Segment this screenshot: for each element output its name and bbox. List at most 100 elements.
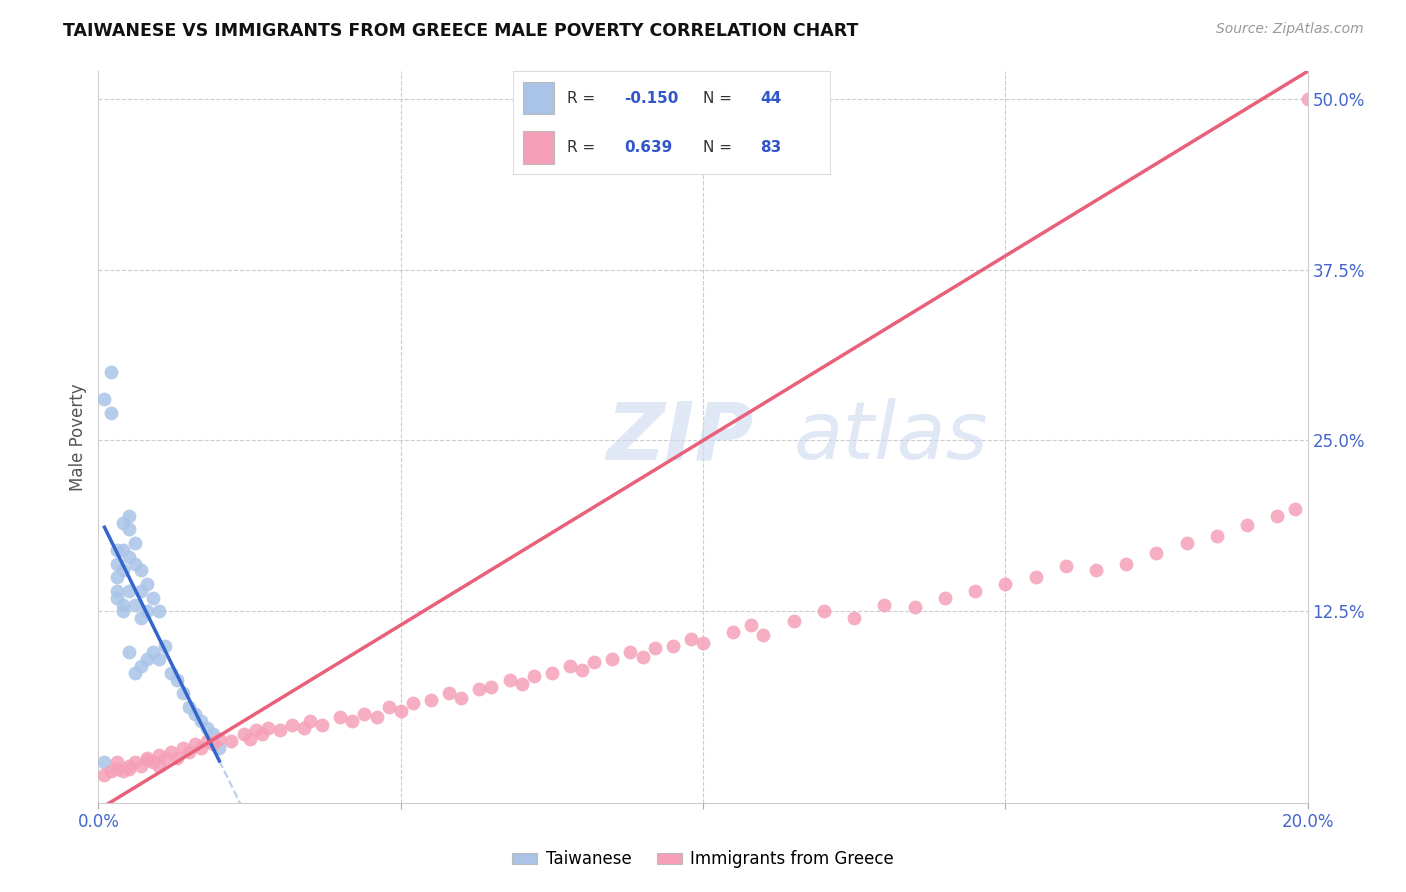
Point (172, 741, 194, 756)
Point (118, 759, 141, 773)
Point (100, 406, 122, 420)
Point (208, 731, 231, 746)
Text: ZIP: ZIP (606, 398, 754, 476)
Point (105, 591, 128, 605)
Point (1206, 529, 1229, 543)
Point (602, 652, 624, 666)
Text: atlas: atlas (793, 398, 988, 476)
Point (124, 536, 146, 550)
Point (153, 750, 176, 764)
Point (148, 652, 170, 666)
Point (111, 542, 134, 557)
Point (250, 727, 273, 741)
Point (583, 655, 606, 669)
Point (934, 591, 956, 605)
Point (124, 557, 146, 571)
Point (100, 764, 122, 779)
Legend: Taiwanese, Immigrants from Greece: Taiwanese, Immigrants from Greece (506, 844, 900, 875)
Point (292, 721, 315, 735)
Point (111, 563, 134, 577)
Point (740, 618, 762, 632)
Point (160, 745, 183, 759)
Point (184, 737, 207, 751)
Point (221, 734, 243, 748)
Point (256, 721, 278, 735)
Point (232, 727, 254, 741)
FancyBboxPatch shape (523, 131, 554, 163)
Point (844, 611, 866, 625)
Point (619, 645, 641, 659)
Point (679, 632, 702, 646)
Point (1175, 536, 1198, 550)
Point (129, 563, 152, 577)
Point (1115, 557, 1137, 571)
Point (994, 577, 1017, 591)
Point (692, 636, 714, 650)
Point (93, 392, 115, 407)
Point (299, 714, 322, 728)
Point (311, 718, 333, 732)
Point (105, 557, 128, 571)
Point (111, 764, 134, 779)
Point (135, 577, 157, 591)
Point (118, 522, 141, 536)
Point (160, 665, 183, 680)
Point (468, 682, 491, 697)
Y-axis label: Male Poverty: Male Poverty (69, 384, 87, 491)
Point (1284, 501, 1306, 516)
Point (179, 700, 201, 714)
Point (179, 745, 201, 759)
Point (118, 583, 141, 598)
Point (208, 741, 231, 756)
Point (142, 755, 165, 769)
Point (135, 604, 157, 618)
Point (558, 659, 581, 673)
Point (100, 365, 122, 379)
Point (118, 549, 141, 564)
Point (118, 762, 141, 776)
Point (661, 639, 683, 653)
Point (202, 737, 225, 751)
Point (129, 583, 152, 598)
Text: Source: ZipAtlas.com: Source: ZipAtlas.com (1216, 22, 1364, 37)
Point (1236, 518, 1258, 533)
Point (389, 704, 412, 718)
Point (481, 680, 503, 694)
Point (342, 714, 364, 728)
Point (450, 690, 472, 705)
Point (1054, 559, 1077, 574)
Point (437, 686, 460, 700)
Point (1144, 546, 1167, 560)
Point (195, 734, 218, 748)
Point (118, 645, 141, 659)
Text: N =: N = (703, 140, 737, 155)
Point (142, 645, 165, 659)
Point (723, 624, 745, 639)
Point (540, 665, 562, 680)
Point (1024, 570, 1046, 584)
Point (813, 604, 835, 618)
Point (135, 652, 157, 666)
Text: R =: R = (567, 90, 600, 105)
Point (111, 598, 134, 612)
Point (93, 755, 115, 769)
Point (269, 723, 291, 738)
Text: -0.150: -0.150 (624, 90, 678, 105)
Point (571, 663, 593, 677)
Point (105, 762, 128, 776)
Point (281, 718, 304, 732)
Point (118, 508, 141, 523)
Point (172, 686, 194, 700)
Point (353, 706, 375, 721)
Point (129, 659, 152, 673)
Point (965, 583, 987, 598)
Point (644, 641, 666, 656)
Point (195, 721, 218, 735)
Point (1267, 508, 1289, 523)
Point (129, 759, 152, 773)
Point (105, 755, 128, 769)
Point (329, 709, 352, 723)
Point (510, 677, 533, 691)
Point (129, 611, 152, 625)
Point (111, 516, 134, 530)
